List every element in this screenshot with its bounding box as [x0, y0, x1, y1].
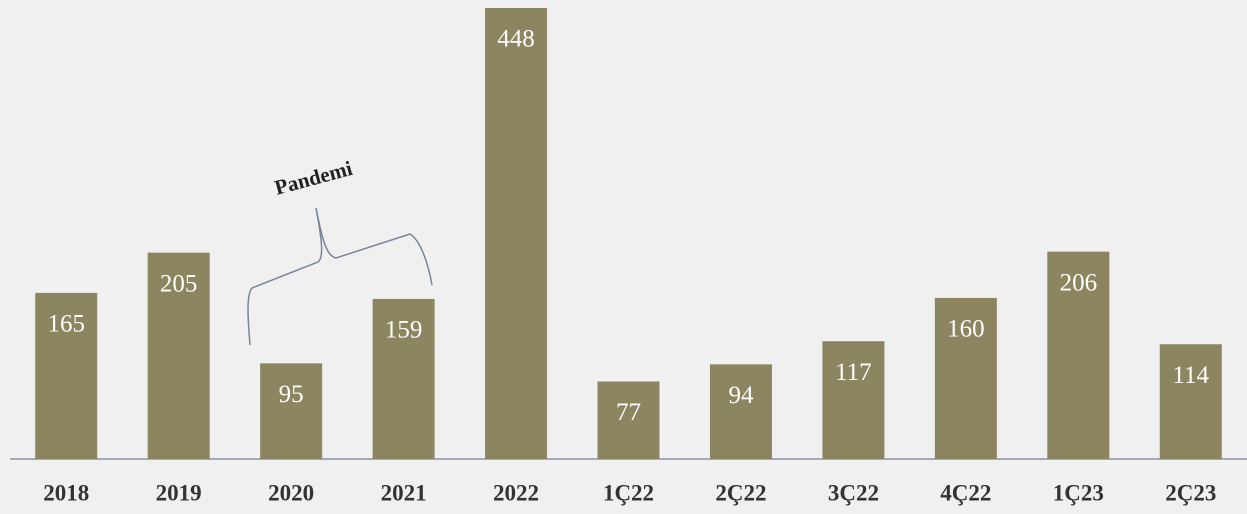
value-label: 165: [47, 311, 85, 338]
bar: [485, 8, 548, 459]
x-tick-label: 1Ç22: [603, 480, 654, 505]
bar: [35, 292, 98, 459]
value-label: 94: [728, 382, 754, 409]
brace: [247, 207, 433, 346]
bar: [1047, 251, 1110, 459]
x-tick-label: 4Ç22: [940, 480, 991, 505]
value-label: 95: [279, 381, 304, 408]
bar: [822, 341, 885, 459]
x-tick-label: 2022: [493, 480, 539, 505]
x-tick-label: 2018: [43, 480, 89, 505]
value-label: 114: [1172, 362, 1209, 389]
bar: [934, 297, 997, 459]
value-label: 206: [1060, 269, 1098, 296]
x-tick-label: 2Ç22: [715, 480, 766, 505]
bar: [147, 252, 210, 459]
bar: [1159, 344, 1222, 459]
x-tick-label: 2019: [156, 480, 202, 505]
bar: [372, 298, 435, 459]
value-label: 159: [385, 317, 423, 344]
x-tick-label: 2Ç23: [1165, 480, 1216, 505]
x-tick-label: 1Ç23: [1053, 480, 1104, 505]
x-tick-label: 3Ç22: [828, 480, 879, 505]
value-label: 448: [497, 26, 535, 53]
value-label: 117: [835, 359, 872, 386]
bar: [709, 364, 772, 459]
x-tick-label: 2021: [381, 480, 427, 505]
value-label: 77: [616, 399, 641, 426]
bar: [260, 363, 323, 459]
value-label: 205: [160, 270, 198, 297]
x-tick-label: 2020: [268, 480, 314, 505]
value-label: 160: [947, 316, 985, 343]
bar: [597, 381, 660, 459]
